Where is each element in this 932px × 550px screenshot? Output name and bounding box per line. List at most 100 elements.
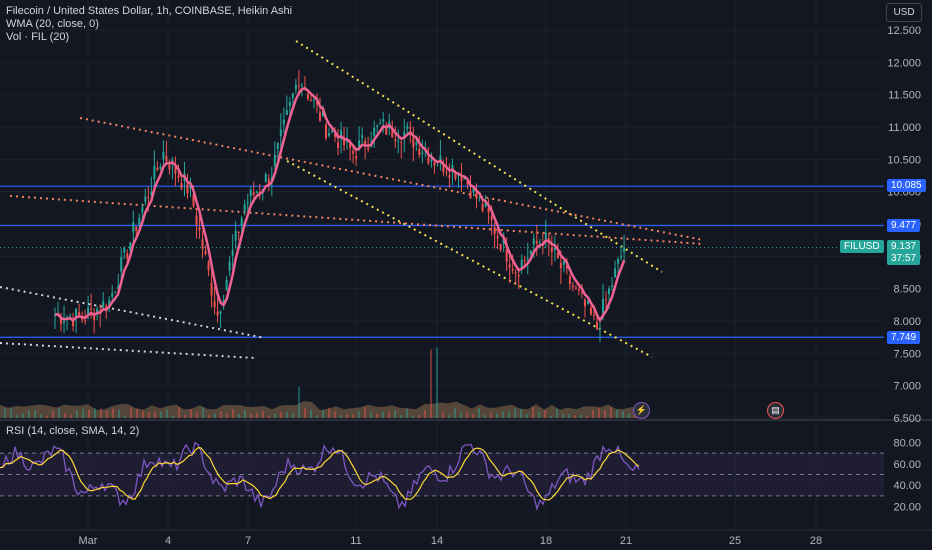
volume-bar — [322, 409, 324, 418]
price-tick-label: 8.500 — [893, 284, 921, 296]
volume-bar — [244, 409, 246, 418]
candle-body — [394, 139, 397, 142]
candle-body — [481, 204, 484, 212]
candle-body — [288, 102, 291, 107]
volume-bar — [448, 415, 450, 418]
candle-body — [514, 272, 517, 274]
candle-body — [532, 238, 535, 245]
us-flag-icon[interactable]: ▤ — [767, 402, 784, 419]
candle-body — [553, 247, 556, 250]
candle-body — [255, 191, 258, 194]
volume-bar — [214, 413, 216, 418]
time-tick-label: 21 — [620, 535, 632, 547]
candle-body — [403, 131, 406, 138]
time-tick-label: 4 — [165, 535, 171, 547]
volume-bar — [478, 408, 480, 418]
candle-body — [605, 299, 608, 301]
candle-body — [580, 291, 583, 293]
volume-bar — [502, 411, 504, 418]
candle-body — [54, 314, 56, 316]
candle-body — [433, 162, 436, 166]
volume-bar — [304, 407, 306, 418]
volume-bar — [154, 411, 156, 418]
candle-body — [207, 262, 210, 271]
volume-bar — [586, 415, 588, 418]
candle-body — [436, 165, 439, 167]
volume-bar — [496, 413, 498, 418]
orange-trendline-lower — [9, 195, 704, 245]
candle-body — [550, 247, 553, 253]
volume-bar — [94, 408, 96, 418]
candle-body — [364, 140, 367, 147]
time-tick-label: 14 — [431, 535, 443, 547]
candle-body — [204, 251, 207, 255]
candle-body — [267, 179, 270, 185]
candle-body — [412, 137, 415, 148]
volume-legend[interactable]: Vol · FIL (20) — [6, 31, 70, 43]
volume-bar — [280, 412, 282, 418]
volume-bar — [352, 414, 354, 418]
volume-bar — [298, 386, 300, 418]
candle-body — [123, 247, 126, 253]
candle-body — [81, 317, 84, 320]
candle-body — [385, 126, 388, 135]
candle-body — [454, 171, 457, 179]
candle-body — [439, 155, 442, 161]
candle-body — [583, 299, 586, 307]
volume-bar — [100, 408, 102, 418]
candle-body — [318, 112, 321, 121]
volume-bar — [172, 415, 174, 418]
candle-body — [93, 314, 96, 321]
volume-bar — [208, 415, 210, 418]
candle-body — [337, 142, 340, 148]
volume-bar — [262, 410, 264, 418]
candle-body — [508, 264, 511, 268]
volume-bar — [382, 411, 384, 418]
currency-button[interactable]: USD — [886, 3, 922, 22]
candle-body — [445, 172, 448, 174]
level-label-10085: 10.085 — [887, 179, 926, 192]
candle-body — [78, 311, 81, 316]
level-label-7749: 7.749 — [887, 331, 921, 344]
candle-body — [315, 102, 318, 105]
candle-body — [168, 165, 171, 170]
volume-bar — [82, 409, 84, 418]
volume-bar — [292, 413, 294, 418]
rsi-legend[interactable]: RSI (14, close, SMA, 14, 2) — [6, 425, 140, 437]
volume-bar — [28, 410, 30, 418]
volume-bar — [430, 349, 432, 418]
volume-bar — [388, 411, 390, 418]
candle-body — [201, 239, 204, 249]
candle-body — [312, 99, 315, 101]
time-tick-label: Mar — [79, 535, 98, 547]
time-tick-label: 7 — [245, 535, 251, 547]
candle-body — [234, 230, 237, 241]
candle-body — [487, 207, 490, 213]
candle-body — [460, 177, 463, 182]
volume-bar — [130, 407, 132, 418]
yellow-trendline-upper — [295, 40, 663, 273]
price-tick-label: 11.000 — [888, 122, 921, 134]
candle-body — [144, 196, 147, 202]
candle-body — [596, 321, 598, 329]
candle-body — [150, 191, 153, 195]
candle-body — [589, 307, 592, 315]
volume-bar — [40, 414, 42, 418]
candle-body — [493, 227, 496, 235]
volume-bar — [598, 408, 600, 418]
lightning-icon[interactable]: ⚡ — [633, 402, 650, 419]
candle-body — [228, 261, 231, 271]
candle-body — [162, 151, 165, 160]
candle-body — [565, 265, 568, 269]
time-axis[interactable]: Mar 4 7 11 14 18 21 25 28 — [79, 535, 823, 547]
candle-body — [418, 148, 421, 156]
volume-bar — [46, 415, 48, 418]
candle-body — [475, 192, 478, 199]
volume-bar — [376, 413, 378, 418]
candle-body — [111, 293, 114, 297]
wma-line — [54, 86, 626, 323]
wma-legend[interactable]: WMA (20, close, 0) — [6, 18, 99, 30]
volume-bar — [544, 410, 546, 418]
time-tick-label: 25 — [729, 535, 741, 547]
